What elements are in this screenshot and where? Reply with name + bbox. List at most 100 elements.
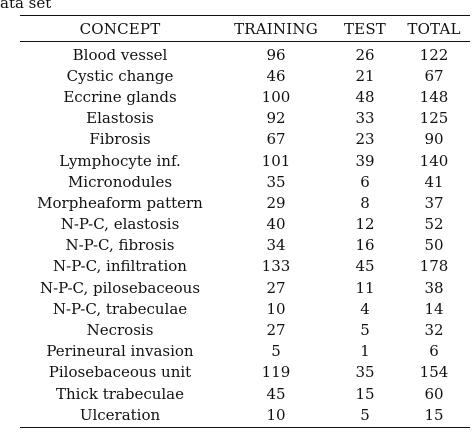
test-cell: 11 [355, 278, 375, 297]
total-cell: 125 [419, 109, 449, 128]
training-cell: 100 [261, 87, 291, 106]
table-row: N-P-C, infiltration 133 45 178 [20, 256, 470, 277]
table-row: Necrosis 27 5 32 [20, 319, 470, 340]
table-row: Cystic change 46 21 67 [20, 65, 470, 86]
training-cell: 29 [266, 193, 286, 212]
header-test: TEST [332, 15, 398, 42]
training-cell: 27 [266, 278, 286, 297]
concept-cell: Lymphocyte inf. [59, 151, 181, 170]
table-row: Elastosis 92 33 125 [20, 108, 470, 129]
table-row: Morpheaform pattern 29 8 37 [20, 192, 470, 213]
total-cell: 52 [424, 215, 444, 234]
test-cell: 35 [355, 363, 375, 382]
concept-cell: Perineural invasion [46, 342, 194, 361]
test-cell: 4 [360, 299, 370, 318]
concept-cell: N-P-C, elastosis [60, 215, 180, 234]
table-row: Blood vessel 96 26 122 [20, 42, 470, 66]
table-row: N-P-C, elastosis 40 12 52 [20, 214, 470, 235]
training-cell: 10 [266, 299, 286, 318]
concept-cell: Fibrosis [89, 130, 151, 149]
training-cell: 96 [266, 45, 286, 64]
concept-cell: N-P-C, trabeculae [52, 299, 188, 318]
test-cell: 39 [355, 151, 375, 170]
table-row: Micronodules 35 6 41 [20, 171, 470, 192]
table-row: Ulceration 10 5 15 [20, 404, 470, 429]
table-row: Fibrosis 67 23 90 [20, 129, 470, 150]
total-cell: 60 [424, 384, 444, 403]
header-row: CONCEPT TRAINING TEST TOTAL [20, 15, 470, 42]
test-cell: 26 [355, 45, 375, 64]
test-cell: 5 [332, 404, 398, 429]
table-body: Blood vessel 96 26 122 Cystic change 46 … [20, 42, 470, 429]
concept-cell: Micronodules [67, 172, 173, 191]
table-row: Perineural invasion 5 1 6 [20, 341, 470, 362]
concept-cell: Ulceration [20, 404, 220, 429]
total-cell: 50 [424, 236, 444, 255]
training-cell: 40 [266, 215, 286, 234]
test-cell: 5 [360, 321, 370, 340]
training-cell: 46 [266, 66, 286, 85]
concept-cell: N-P-C, infiltration [53, 257, 187, 276]
test-cell: 23 [355, 130, 375, 149]
header-total: TOTAL [398, 15, 470, 42]
training-cell: 35 [266, 172, 286, 191]
total-cell: 90 [424, 130, 444, 149]
concept-cell: Cystic change [66, 66, 174, 85]
total-cell: 15 [398, 404, 470, 429]
table-row: Lymphocyte inf. 101 39 140 [20, 150, 470, 171]
test-cell: 48 [355, 87, 375, 106]
training-cell: 119 [261, 363, 291, 382]
total-cell: 41 [424, 172, 444, 191]
total-cell: 122 [419, 45, 449, 64]
total-cell: 32 [424, 321, 444, 340]
total-cell: 140 [419, 151, 449, 170]
total-cell: 178 [419, 257, 449, 276]
table-row: N-P-C, fibrosis 34 16 50 [20, 235, 470, 256]
concept-table: CONCEPT TRAINING TEST TOTAL Blood vessel… [20, 15, 470, 429]
header-concept: CONCEPT [20, 15, 220, 42]
training-cell: 92 [266, 109, 286, 128]
concept-cell: N-P-C, pilosebaceous [39, 278, 201, 297]
caption-fragment: ata set [0, 0, 52, 12]
total-cell: 154 [419, 363, 449, 382]
table-row: N-P-C, trabeculae 10 4 14 [20, 298, 470, 319]
test-cell: 8 [360, 193, 370, 212]
test-cell: 6 [360, 172, 370, 191]
total-cell: 14 [424, 299, 444, 318]
total-cell: 6 [429, 342, 439, 361]
training-cell: 34 [266, 236, 286, 255]
concept-cell: Pilosebaceous unit [48, 363, 192, 382]
test-cell: 1 [360, 342, 370, 361]
training-cell: 10 [220, 404, 332, 429]
total-cell: 67 [424, 66, 444, 85]
table-row: N-P-C, pilosebaceous 27 11 38 [20, 277, 470, 298]
training-cell: 5 [271, 342, 281, 361]
table-row: Thick trabeculae 45 15 60 [20, 383, 470, 404]
table-header: CONCEPT TRAINING TEST TOTAL [20, 15, 470, 42]
total-cell: 38 [424, 278, 444, 297]
table-row: Eccrine glands 100 48 148 [20, 86, 470, 107]
concept-cell: Thick trabeculae [55, 384, 185, 403]
total-cell: 148 [419, 87, 449, 106]
training-cell: 67 [266, 130, 286, 149]
test-cell: 15 [355, 384, 375, 403]
test-cell: 45 [355, 257, 375, 276]
concept-table-container: CONCEPT TRAINING TEST TOTAL Blood vessel… [20, 15, 470, 429]
concept-cell: Morpheaform pattern [37, 193, 203, 212]
training-cell: 27 [266, 321, 286, 340]
table-row: Pilosebaceous unit 119 35 154 [20, 362, 470, 383]
concept-cell: Necrosis [86, 321, 154, 340]
concept-cell: N-P-C, fibrosis [65, 236, 175, 255]
test-cell: 12 [355, 215, 375, 234]
training-cell: 133 [261, 257, 291, 276]
concept-cell: Eccrine glands [63, 87, 177, 106]
test-cell: 33 [355, 109, 375, 128]
training-cell: 45 [266, 384, 286, 403]
header-training: TRAINING [220, 15, 332, 42]
concept-cell: Blood vessel [72, 45, 168, 64]
training-cell: 101 [261, 151, 291, 170]
total-cell: 37 [424, 193, 444, 212]
test-cell: 16 [355, 236, 375, 255]
concept-cell: Elastosis [86, 109, 154, 128]
test-cell: 21 [355, 66, 375, 85]
